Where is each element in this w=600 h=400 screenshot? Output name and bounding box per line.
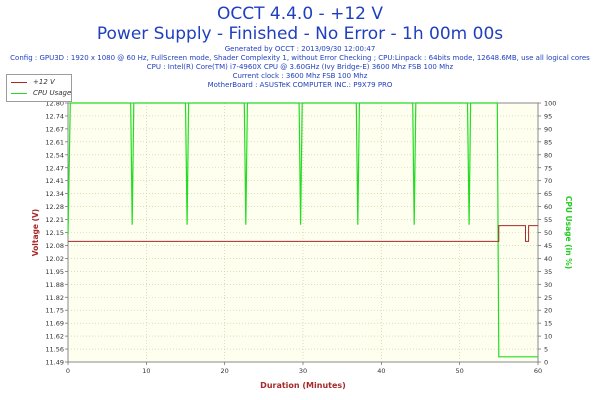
info-cpu: CPU : Intel(R) Core(TM) i7-4960X CPU @ 3… (146, 63, 454, 71)
y2-tick-label: 35 (544, 268, 552, 276)
y2-tick-label: 60 (544, 203, 552, 211)
legend-swatch-voltage (11, 81, 27, 83)
y-tick-label: 12.41 (45, 177, 64, 185)
x-tick-label: 10 (142, 367, 150, 375)
y-tick-label: 12.54 (45, 151, 64, 159)
y-tick-label: 12.21 (45, 216, 64, 224)
x-tick-label: 60 (534, 367, 542, 375)
info-motherboard: MotherBoard : ASUSTeK COMPUTER INC.: P9X… (207, 81, 393, 89)
y2-axis-title: CPU Usage (in %) (564, 196, 573, 269)
x-tick-label: 30 (299, 367, 307, 375)
chart-legend: +12 V CPU Usage (6, 74, 72, 102)
y-tick-label: 11.75 (45, 307, 64, 315)
y-tick-label: 12.02 (45, 255, 64, 263)
y-tick-label: 11.56 (45, 346, 64, 354)
series-line-voltage (68, 225, 538, 242)
y2-tick-label: 50 (544, 229, 552, 237)
series-line-cpu-usage (67, 102, 538, 358)
y2-tick-label: 40 (544, 255, 552, 263)
x-tick-label: 0 (66, 367, 70, 375)
y2-tick-label: 30 (544, 281, 552, 289)
legend-label-voltage: +12 V (33, 78, 55, 86)
legend-item-voltage: +12 V (11, 78, 55, 86)
y2-tick-label: 0 (544, 359, 548, 367)
y2-tick-label: 75 (544, 164, 552, 172)
info-clock: Current clock : 3600 Mhz FSB 100 Mhz (232, 72, 368, 80)
y2-tick-label: 5 (544, 346, 548, 354)
y-tick-label: 12.61 (45, 138, 64, 146)
y-tick-label: 11.82 (45, 294, 64, 302)
y2-tick-label: 80 (544, 151, 552, 159)
info-generated: Generated by OCCT : 2013/09/30 12:00:47 (224, 45, 376, 53)
y2-tick-label: 25 (544, 294, 552, 302)
y-tick-label: 11.49 (45, 359, 64, 367)
y-tick-label: 12.28 (45, 203, 64, 211)
info-config: Config : GPU3D : 1920 x 1080 @ 60 Hz, Fu… (10, 54, 590, 62)
y2-tick-label: 45 (544, 242, 552, 250)
y2-tick-label: 70 (544, 177, 552, 185)
legend-label-cpu: CPU Usage (33, 89, 72, 97)
y-axis-title: Voltage (V) (31, 209, 40, 257)
y-tick-label: 11.95 (45, 268, 64, 276)
y-tick-label: 11.69 (45, 320, 64, 328)
y2-tick-label: 15 (544, 320, 552, 328)
y2-tick-label: 65 (544, 190, 552, 198)
x-tick-label: 40 (377, 367, 385, 375)
y-tick-label: 12.15 (45, 229, 64, 237)
y2-tick-label: 90 (544, 125, 552, 133)
y-tick-label: 11.88 (45, 281, 64, 289)
legend-item-cpu: CPU Usage (11, 89, 71, 97)
chart-subtitle: Power Supply - Finished - No Error - 1h … (96, 24, 504, 44)
chart-title: OCCT 4.4.0 - +12 V (216, 4, 383, 24)
legend-swatch-cpu (11, 92, 27, 94)
x-axis-title: Duration (Minutes) (260, 381, 346, 390)
y-tick-label: 12.80 (45, 100, 64, 108)
y-tick-label: 12.08 (45, 242, 64, 250)
y2-tick-label: 20 (544, 307, 552, 315)
y-tick-label: 11.62 (45, 333, 64, 341)
y-tick-label: 12.74 (45, 112, 64, 120)
y2-tick-label: 85 (544, 138, 552, 146)
y-tick-label: 12.47 (45, 164, 64, 172)
y2-tick-label: 10 (544, 333, 552, 341)
x-tick-label: 20 (221, 367, 229, 375)
y-tick-label: 12.34 (45, 190, 64, 198)
y2-tick-label: 55 (544, 216, 552, 224)
y-tick-label: 12.67 (45, 125, 64, 133)
y2-tick-label: 100 (544, 100, 556, 108)
x-tick-label: 50 (456, 367, 464, 375)
y2-tick-label: 95 (544, 112, 552, 120)
